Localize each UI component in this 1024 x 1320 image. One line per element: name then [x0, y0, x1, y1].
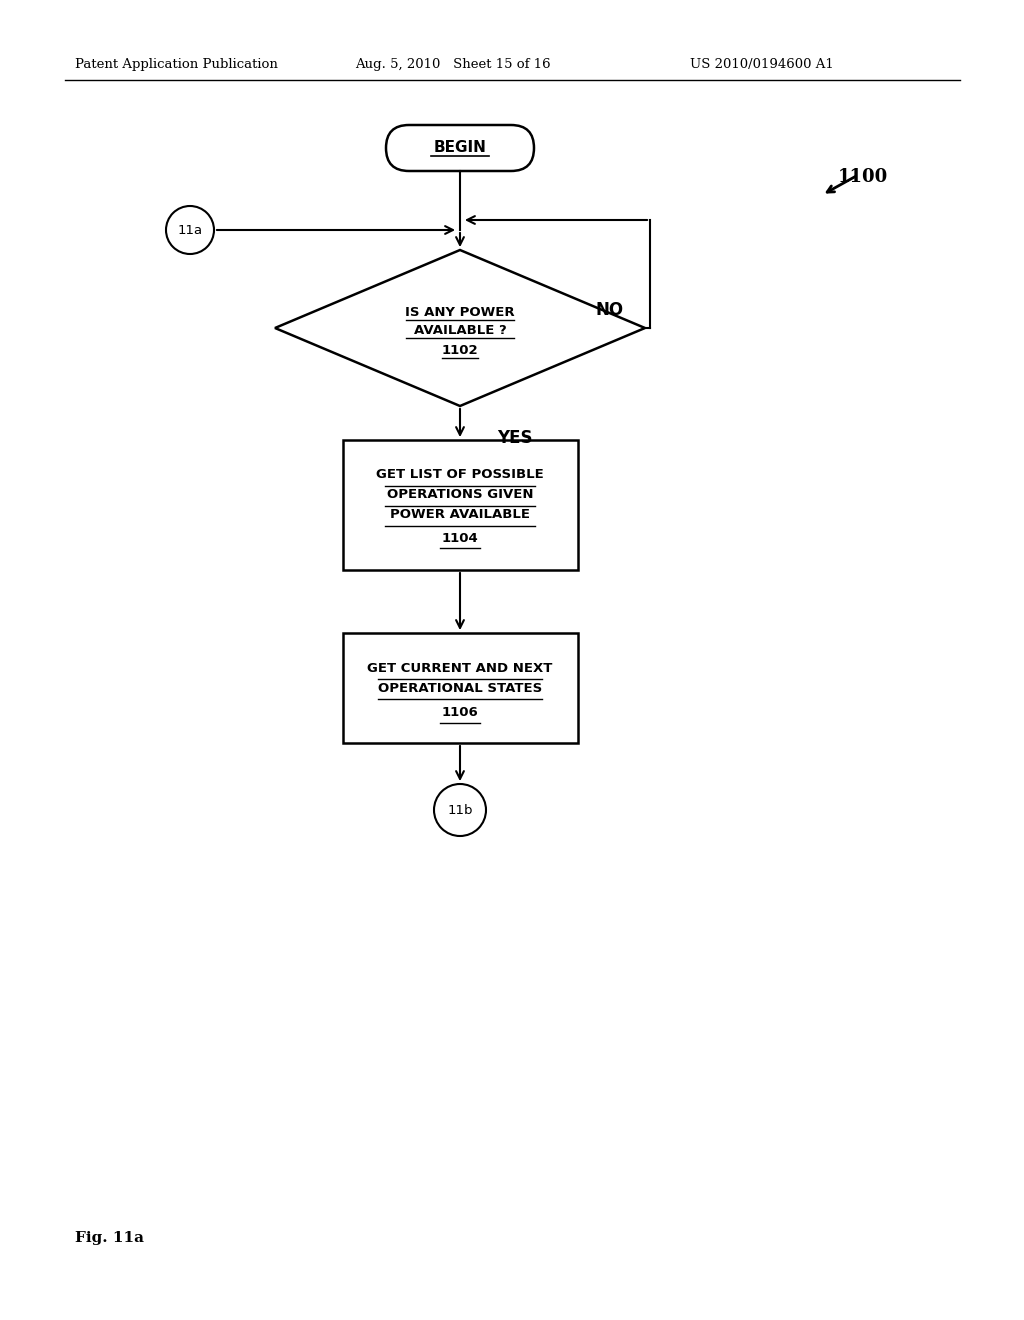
Text: IS ANY POWER: IS ANY POWER: [406, 305, 515, 318]
Text: OPERATIONS GIVEN: OPERATIONS GIVEN: [387, 488, 534, 502]
Text: BEGIN: BEGIN: [433, 140, 486, 156]
Text: OPERATIONAL STATES: OPERATIONAL STATES: [378, 681, 542, 694]
Text: 1100: 1100: [838, 168, 888, 186]
Text: POWER AVAILABLE: POWER AVAILABLE: [390, 508, 530, 521]
Text: 1104: 1104: [441, 532, 478, 545]
Bar: [342, 440, 578, 570]
Bar: [342, 634, 578, 743]
Text: US 2010/0194600 A1: US 2010/0194600 A1: [690, 58, 834, 71]
Text: GET LIST OF POSSIBLE: GET LIST OF POSSIBLE: [376, 469, 544, 482]
FancyBboxPatch shape: [386, 125, 534, 172]
Text: Fig. 11a: Fig. 11a: [75, 1232, 144, 1245]
Text: Aug. 5, 2010   Sheet 15 of 16: Aug. 5, 2010 Sheet 15 of 16: [355, 58, 551, 71]
Text: 1102: 1102: [441, 343, 478, 356]
Text: Patent Application Publication: Patent Application Publication: [75, 58, 278, 71]
Text: YES: YES: [498, 429, 532, 447]
Text: 11b: 11b: [447, 804, 473, 817]
Text: NO: NO: [596, 301, 624, 319]
Text: GET CURRENT AND NEXT: GET CURRENT AND NEXT: [368, 661, 553, 675]
Text: AVAILABLE ?: AVAILABLE ?: [414, 323, 507, 337]
Text: 1106: 1106: [441, 705, 478, 718]
Text: 11a: 11a: [177, 223, 203, 236]
